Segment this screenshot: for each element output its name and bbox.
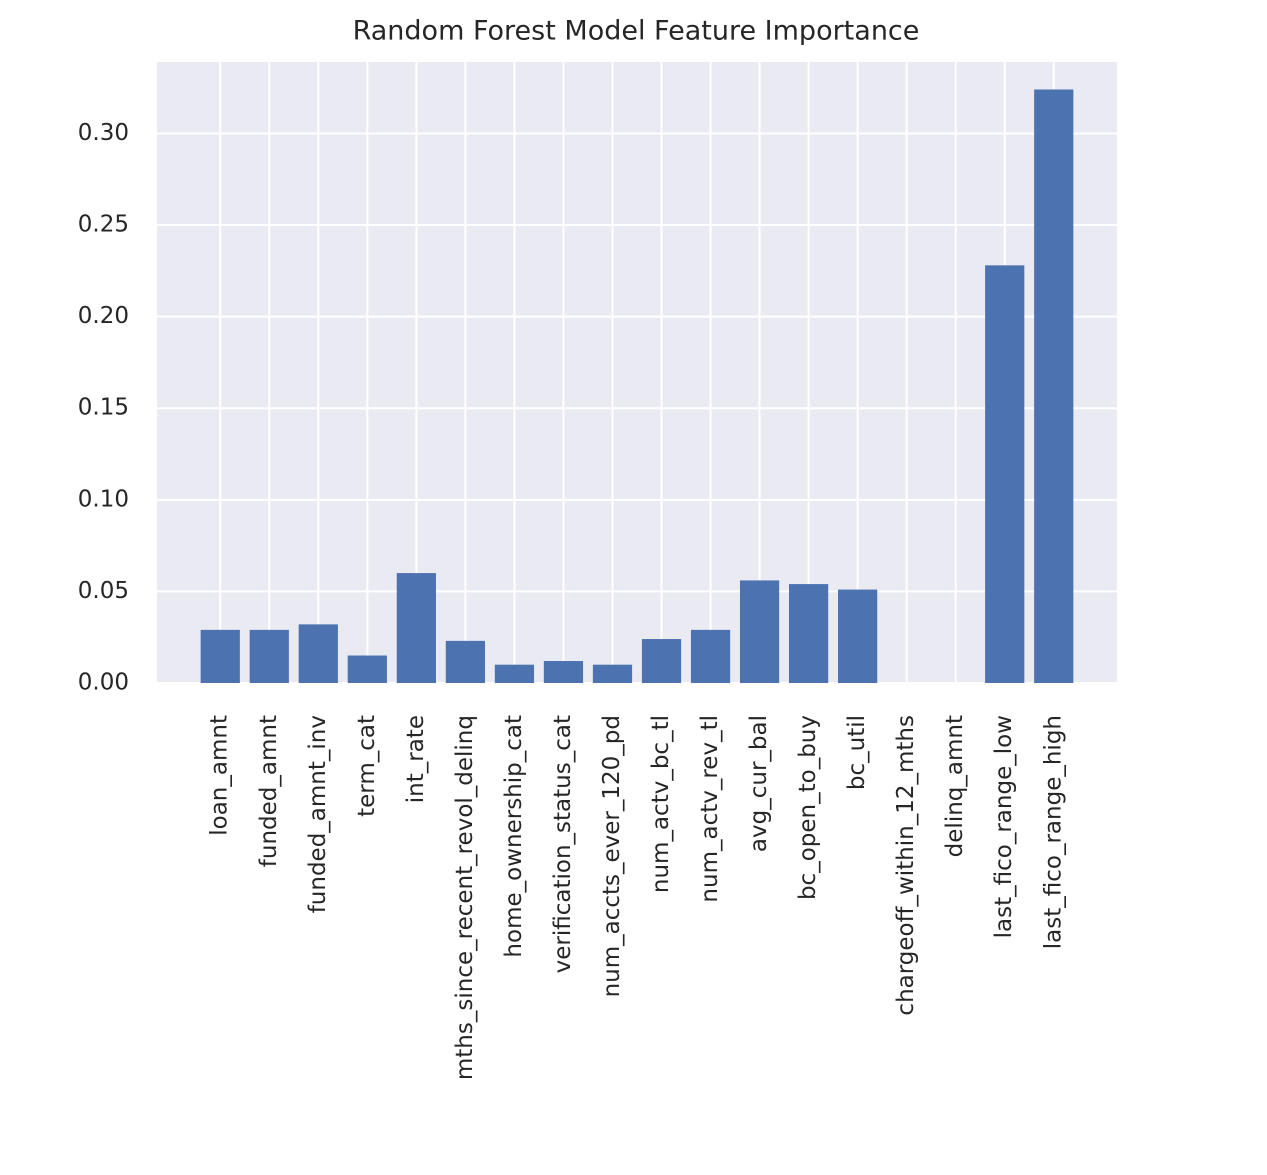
y-tick-label: 0.25 [78, 212, 129, 238]
x-tick-label: num_accts_ever_120_pd [599, 715, 625, 997]
bar [1034, 89, 1074, 683]
x-tick-label: verification_status_cat [550, 715, 576, 973]
bar [739, 580, 780, 683]
bar [690, 629, 731, 683]
x-tick-label: funded_amnt [256, 715, 282, 867]
x-tick-label: bc_util [844, 715, 870, 790]
x-tick-label: bc_open_to_buy [795, 715, 821, 900]
x-tick-label: term_cat [354, 715, 380, 817]
bar [641, 639, 682, 683]
x-tick-label: funded_amnt_inv [305, 715, 331, 913]
y-tick-label: 0.05 [78, 578, 129, 604]
x-tick-label: chargeoff_within_12_mths [893, 715, 919, 1016]
x-tick-label: delinq_amnt [942, 715, 968, 857]
bar [396, 573, 436, 683]
y-tick-label: 0.10 [78, 486, 129, 512]
bar [494, 664, 535, 683]
y-tick-label: 0.00 [78, 670, 129, 696]
bar [543, 661, 584, 683]
y-tick-label: 0.15 [78, 395, 129, 421]
bar [200, 629, 240, 683]
plot-area [157, 62, 1117, 683]
x-tick-label: int_rate [403, 715, 429, 803]
x-tick-label: loan_amnt [207, 715, 233, 836]
bar [838, 589, 878, 683]
x-tick-label: mths_since_recent_revol_delinq [452, 715, 478, 1080]
x-tick-label: num_actv_rev_tl [697, 715, 723, 903]
bar [347, 655, 387, 683]
bar [592, 664, 633, 683]
x-tick-label: num_actv_bc_tl [648, 715, 674, 893]
bar [985, 265, 1025, 683]
bar [445, 640, 486, 683]
bar [249, 629, 289, 683]
bar [298, 624, 338, 683]
bar [788, 584, 829, 683]
x-tick-label: last_fico_range_high [1040, 715, 1066, 949]
y-tick-label: 0.20 [78, 303, 129, 329]
y-tick-label: 0.30 [78, 120, 129, 146]
chart-title: Random Forest Model Feature Importance [353, 16, 920, 47]
x-tick-label: avg_cur_bal [746, 715, 772, 852]
x-tick-label: last_fico_range_low [991, 715, 1017, 938]
x-tick-label: home_ownership_cat [501, 715, 527, 958]
